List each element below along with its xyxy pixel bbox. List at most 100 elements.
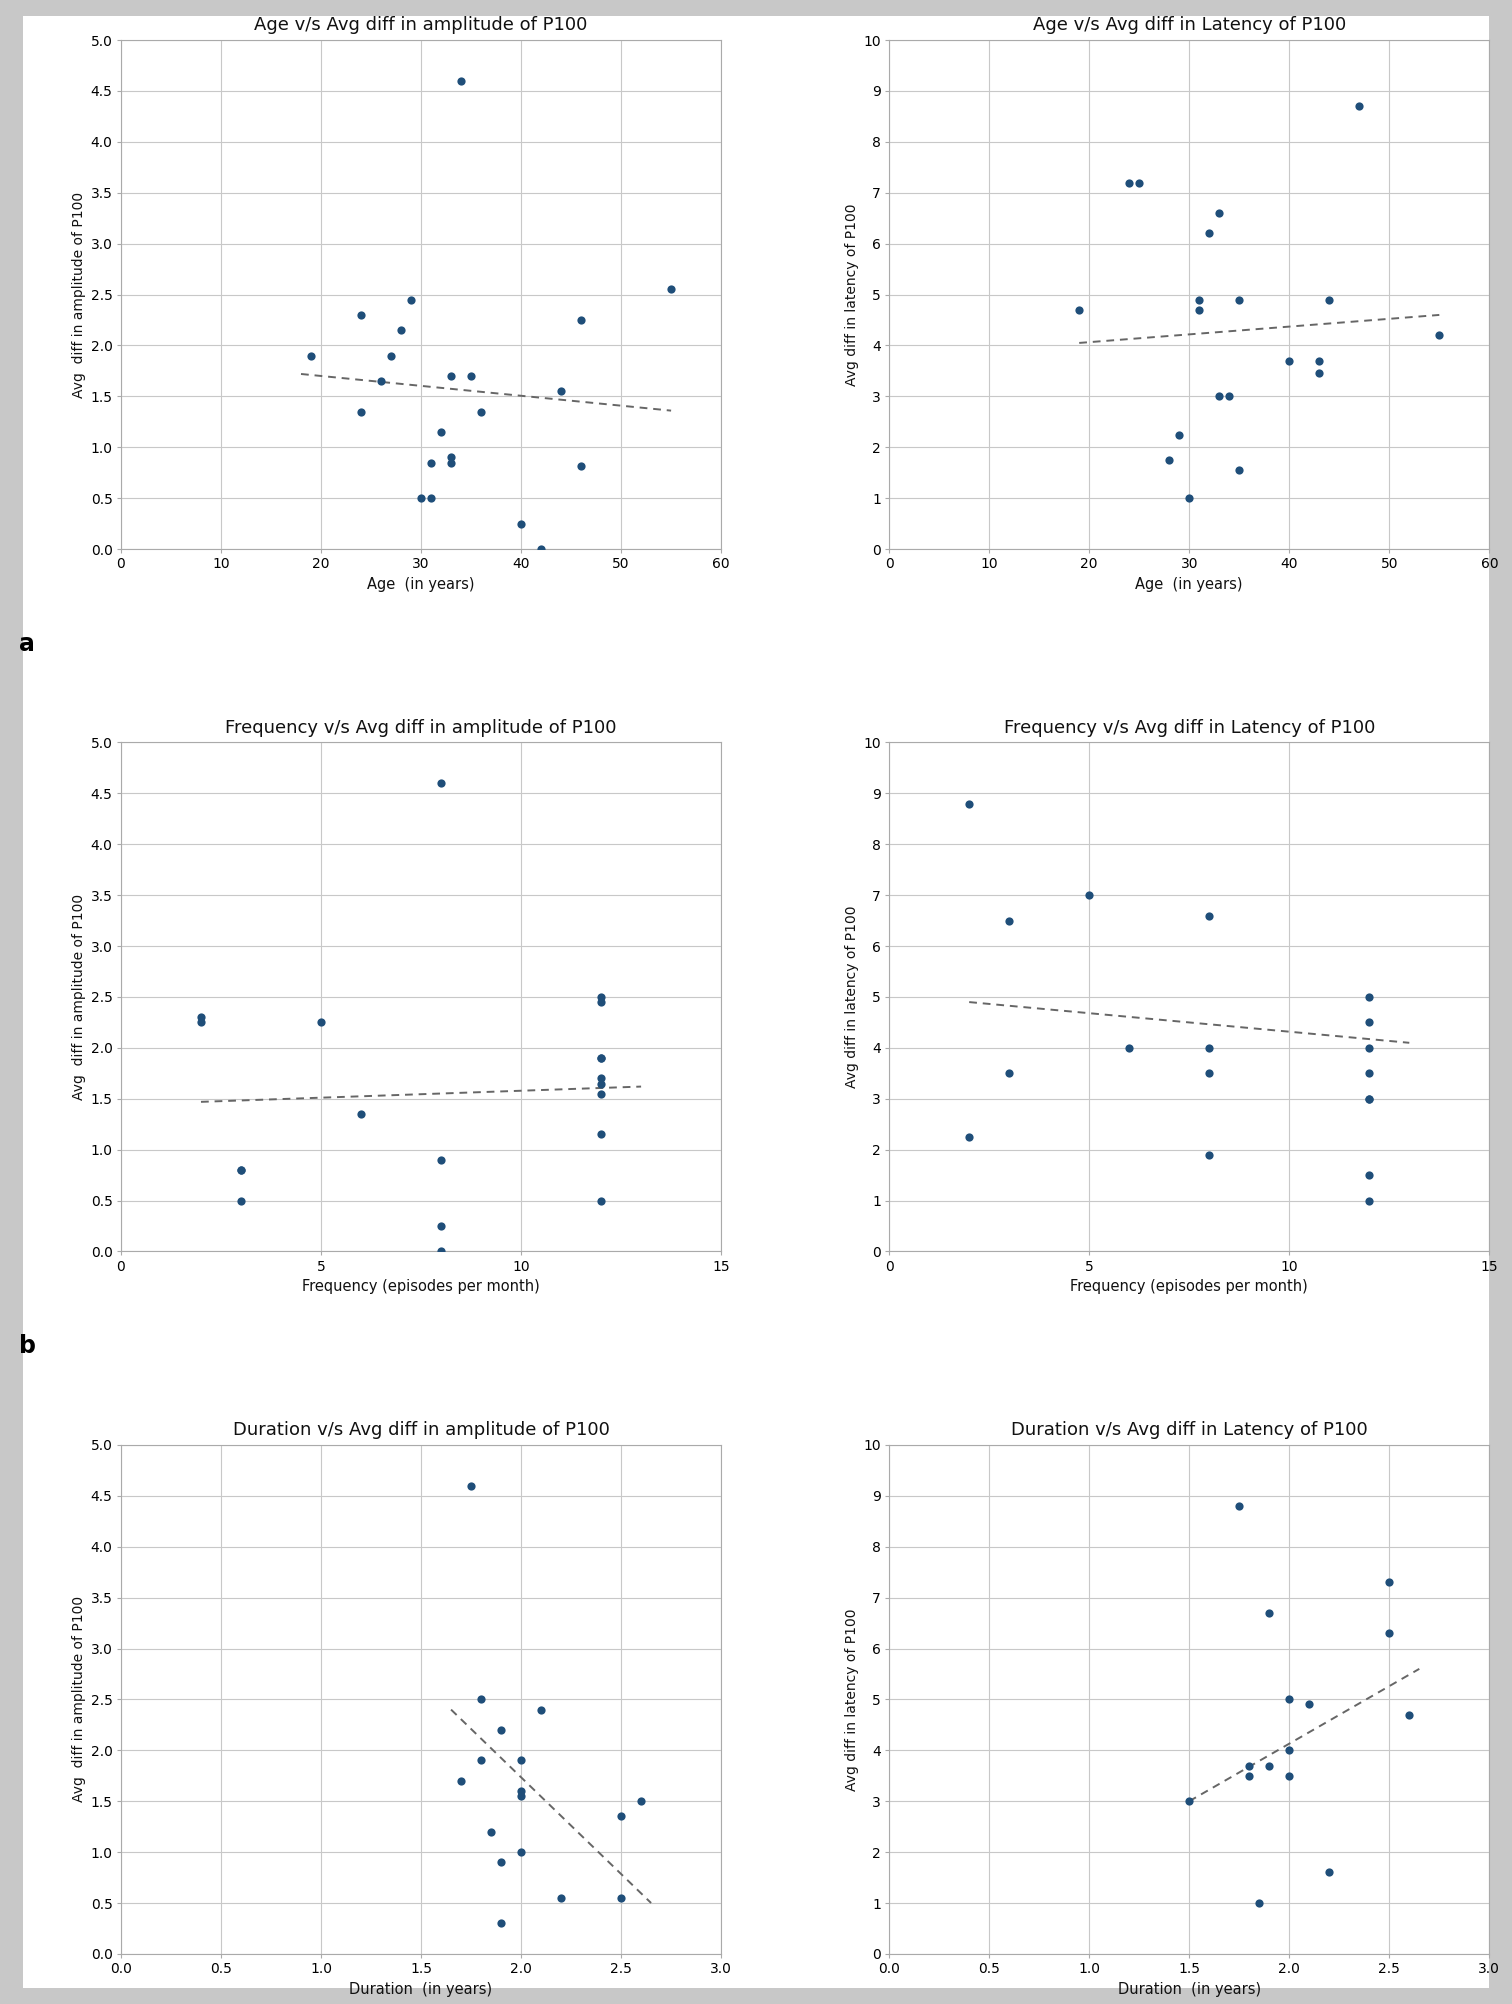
Point (228, 1154, 253, 1186)
Point (308, 1006, 333, 1038)
Point (389, 315, 413, 347)
Point (1358, 1032, 1382, 1064)
Point (1308, 357, 1332, 389)
Point (1198, 1032, 1222, 1064)
Point (569, 305, 593, 337)
Point (1077, 880, 1101, 912)
Point (590, 986, 614, 1018)
Point (1207, 196, 1231, 228)
Y-axis label: Avg  diff in amplitude of P100: Avg diff in amplitude of P100 (73, 894, 86, 1100)
Point (1297, 1689, 1321, 1721)
Point (1067, 295, 1092, 327)
Point (957, 1120, 981, 1152)
Point (1217, 381, 1241, 413)
Point (1278, 1683, 1302, 1715)
Point (369, 365, 393, 397)
Point (590, 1062, 614, 1094)
Point (1198, 1058, 1222, 1090)
Point (438, 361, 463, 393)
Point (996, 1058, 1021, 1090)
Title: Frequency v/s Avg diff in Latency of P100: Frequency v/s Avg diff in Latency of P10… (1004, 719, 1374, 737)
Point (590, 1118, 614, 1150)
Point (1358, 1082, 1382, 1114)
Point (1358, 982, 1382, 1014)
Point (1187, 285, 1211, 317)
Point (488, 1846, 513, 1878)
Point (1377, 1567, 1402, 1599)
Point (429, 417, 454, 449)
Point (1167, 419, 1191, 451)
Point (1157, 445, 1181, 477)
X-axis label: Frequency (episodes per month): Frequency (episodes per month) (302, 1279, 540, 1295)
Point (1256, 1597, 1281, 1629)
Point (1178, 483, 1202, 515)
Point (1126, 166, 1151, 198)
Point (429, 1144, 454, 1176)
Point (469, 395, 493, 427)
Point (419, 447, 443, 479)
Point (1347, 90, 1371, 122)
Point (228, 1154, 253, 1186)
Point (429, 768, 454, 800)
Point (957, 788, 981, 820)
Point (469, 1743, 493, 1776)
Title: Frequency v/s Avg diff in amplitude of P100: Frequency v/s Avg diff in amplitude of P… (225, 719, 617, 737)
Point (529, 533, 553, 565)
Y-axis label: Avg diff in latency of P100: Avg diff in latency of P100 (845, 202, 859, 387)
Point (1228, 1489, 1252, 1521)
Point (399, 285, 423, 317)
Point (349, 1098, 373, 1130)
Point (549, 375, 573, 407)
Point (590, 1042, 614, 1074)
Point (1117, 1032, 1142, 1064)
Point (460, 361, 484, 393)
Point (1377, 1617, 1402, 1649)
Point (1198, 1138, 1222, 1170)
Point (1317, 1856, 1341, 1888)
Point (1358, 1184, 1382, 1216)
Point (189, 1006, 213, 1038)
Y-axis label: Avg  diff in amplitude of P100: Avg diff in amplitude of P100 (73, 1597, 86, 1802)
Text: a: a (20, 631, 35, 655)
Point (488, 1908, 513, 1940)
Point (629, 1786, 653, 1818)
Point (1187, 295, 1211, 327)
Point (1198, 900, 1222, 932)
Point (1358, 1158, 1382, 1190)
Point (349, 395, 373, 427)
Point (590, 1042, 614, 1074)
Point (380, 339, 404, 371)
Point (510, 1780, 534, 1812)
Title: Age v/s Avg diff in Latency of P100: Age v/s Avg diff in Latency of P100 (1033, 16, 1346, 34)
Point (1278, 345, 1302, 377)
Y-axis label: Avg diff in latency of P100: Avg diff in latency of P100 (845, 1607, 859, 1792)
Point (1256, 1749, 1281, 1782)
Point (590, 1068, 614, 1100)
Point (438, 447, 463, 479)
Text: b: b (20, 1335, 36, 1359)
Point (228, 1184, 253, 1216)
Point (1237, 1760, 1261, 1792)
Title: Duration v/s Avg diff in amplitude of P100: Duration v/s Avg diff in amplitude of P1… (233, 1421, 609, 1439)
Point (590, 982, 614, 1014)
Point (609, 1882, 634, 1914)
Point (429, 1210, 454, 1242)
Point (408, 483, 432, 515)
X-axis label: Age  (in years): Age (in years) (367, 577, 475, 591)
Point (488, 1713, 513, 1745)
Point (510, 1743, 534, 1776)
Point (1427, 319, 1452, 351)
Point (469, 1683, 493, 1715)
Point (189, 1002, 213, 1034)
Point (1358, 1006, 1382, 1038)
Point (1247, 1888, 1272, 1920)
Point (529, 1693, 553, 1725)
Point (1237, 1749, 1261, 1782)
Point (1358, 1082, 1382, 1114)
X-axis label: Duration  (in years): Duration (in years) (1117, 1982, 1261, 1996)
Point (1308, 345, 1332, 377)
Point (449, 64, 473, 96)
Point (299, 339, 324, 371)
Title: Age v/s Avg diff in amplitude of P100: Age v/s Avg diff in amplitude of P100 (254, 16, 588, 34)
Point (1207, 381, 1231, 413)
